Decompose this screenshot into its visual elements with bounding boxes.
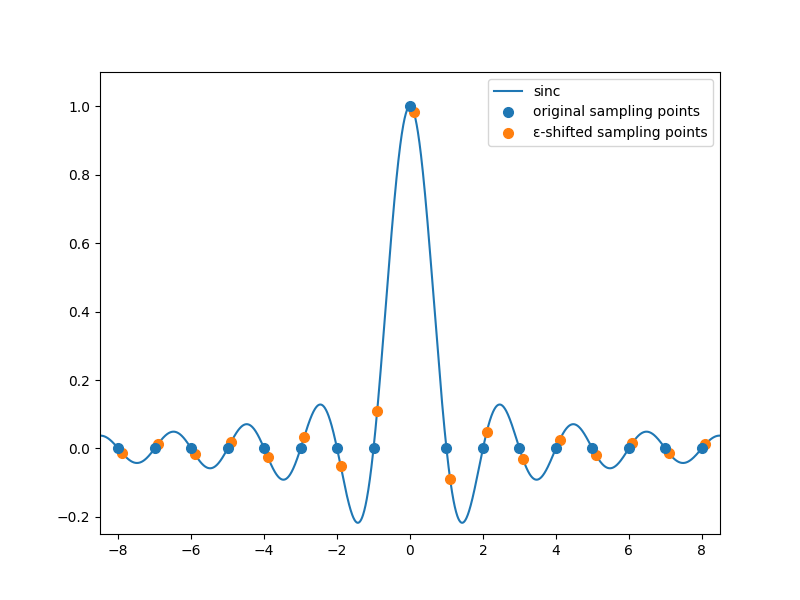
original sampling points xyxy=(478,445,488,452)
Line: ε-shifted sampling points: ε-shifted sampling points xyxy=(117,107,710,484)
Line: sinc: sinc xyxy=(100,106,720,523)
ε-shifted sampling points xyxy=(190,451,200,458)
sinc xyxy=(95,432,105,439)
sinc xyxy=(405,103,414,110)
ε-shifted sampling points xyxy=(518,456,528,463)
original sampling points xyxy=(514,445,524,452)
ε-shifted sampling points xyxy=(336,463,346,470)
ε-shifted sampling points xyxy=(226,438,236,445)
original sampling points xyxy=(114,445,123,452)
ε-shifted sampling points xyxy=(154,440,163,447)
original sampling points xyxy=(150,445,159,452)
ε-shifted sampling points xyxy=(299,433,309,440)
original sampling points xyxy=(661,445,670,452)
sinc xyxy=(381,308,390,315)
original sampling points xyxy=(259,445,269,452)
ε-shifted sampling points xyxy=(409,108,418,115)
ε-shifted sampling points xyxy=(117,449,126,457)
ε-shifted sampling points xyxy=(263,454,273,461)
sinc xyxy=(584,438,594,445)
original sampling points xyxy=(296,445,306,452)
original sampling points xyxy=(442,445,451,452)
ε-shifted sampling points xyxy=(664,449,674,457)
sinc xyxy=(698,444,707,451)
Line: original sampling points: original sampling points xyxy=(114,101,706,454)
sinc xyxy=(698,444,707,451)
original sampling points xyxy=(186,445,196,452)
ε-shifted sampling points xyxy=(701,440,710,448)
original sampling points xyxy=(223,445,233,452)
ε-shifted sampling points xyxy=(372,407,382,415)
ε-shifted sampling points xyxy=(482,429,491,436)
sinc xyxy=(127,458,137,465)
original sampling points xyxy=(405,103,414,110)
original sampling points xyxy=(587,445,597,452)
sinc xyxy=(353,519,362,526)
original sampling points xyxy=(332,445,342,452)
ε-shifted sampling points xyxy=(628,439,638,446)
ε-shifted sampling points xyxy=(554,437,564,444)
ε-shifted sampling points xyxy=(446,475,455,482)
sinc xyxy=(397,131,406,138)
sinc xyxy=(715,432,725,439)
ε-shifted sampling points xyxy=(591,451,601,458)
original sampling points xyxy=(697,445,706,452)
Legend: sinc, original sampling points, ε-shifted sampling points: sinc, original sampling points, ε-shifte… xyxy=(489,79,713,146)
original sampling points xyxy=(369,445,378,452)
original sampling points xyxy=(624,445,634,452)
original sampling points xyxy=(551,445,561,452)
